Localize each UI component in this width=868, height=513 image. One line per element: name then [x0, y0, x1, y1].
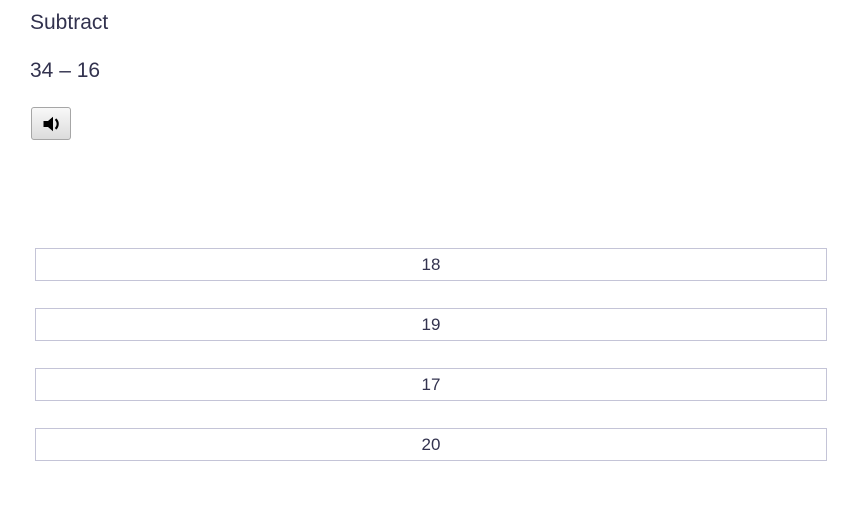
math-expression: 34 – 16	[30, 59, 101, 82]
page-title: Subtract	[30, 11, 109, 34]
speaker-icon	[41, 114, 61, 134]
answer-option-3[interactable]: 17	[35, 368, 827, 401]
answer-option-1[interactable]: 18	[35, 248, 827, 281]
play-audio-button[interactable]	[31, 107, 71, 140]
answer-list: 18 19 17 20	[35, 248, 827, 488]
answer-option-2[interactable]: 19	[35, 308, 827, 341]
answer-option-4[interactable]: 20	[35, 428, 827, 461]
